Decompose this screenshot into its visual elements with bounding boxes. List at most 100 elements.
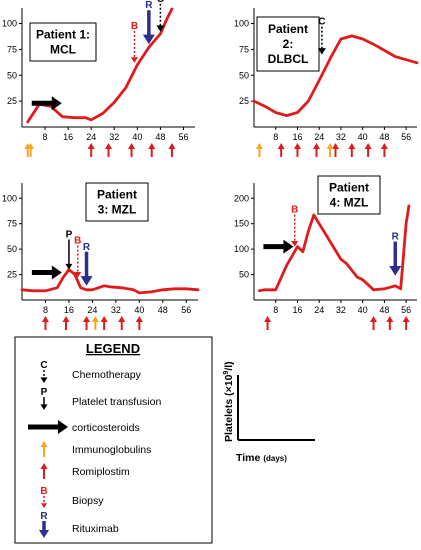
rituximab-label: R [145,0,153,11]
x-tick-label: 48 [155,132,165,142]
biopsy-arrow-head [291,240,299,247]
y-tick-label: 100 [2,193,17,203]
legend-item-rituximab: R Rituximab [39,511,119,538]
rituximab-arrow-head [389,265,402,276]
rituximab-arrow-head [80,276,93,286]
chemotherapy-label: C [318,17,325,28]
x-tick-label: 24 [314,132,324,142]
romiplostim-arrow-head [168,143,176,149]
x-tick-label: 48 [158,305,168,315]
x-tick-label: 56 [401,132,411,142]
rituximab-arrow-head [142,34,155,45]
patient-title-line: Patient [97,188,137,202]
y-tick-label: 75 [239,44,249,54]
platelet-transfusion-arrow-head [65,263,73,270]
legend-title: LEGEND [86,341,140,356]
legend-box [14,336,213,544]
romiplostim-arrow-head [87,143,95,149]
romiplostim-arrow-head [83,316,91,322]
legend-item-platelet: P Platelet transfusion [40,387,161,410]
x-tick-label: 32 [111,305,121,315]
x-tick-label: 40 [358,305,368,315]
y-tick-label: 50 [7,244,17,254]
legend-item-label: Rituximab [72,523,119,535]
x-tick-label: 16 [292,305,302,315]
corticosteroids-arrow-head [51,96,62,111]
x-tick-label: 48 [379,132,389,142]
x-tick-label: 32 [336,132,346,142]
x-tick-label: 8 [273,132,278,142]
patient-title-line: 2: [283,37,294,51]
x-tick-label: 32 [109,132,119,142]
biopsy-label: B [74,236,81,247]
y-tick-label: 25 [239,96,249,106]
romiplostim-arrow-head [118,316,126,322]
legend-item-corticosteroids: corticosteroids [28,420,140,434]
y-tick-label: 100 [234,19,249,29]
immunoglobulin-arrow-head [27,143,35,149]
romiplostim-arrow-head [128,143,136,149]
x-tick-label: 48 [379,305,389,315]
x-tick-label: 40 [358,132,368,142]
legend-romiplostim-arrow-head [40,463,48,469]
legend-item-label: Romiplostim [72,466,130,478]
corticosteroids-arrow-head [51,265,62,280]
x-tick-label: 40 [132,132,142,142]
rituximab-label: R [83,242,91,253]
romiplostim-arrow-head [364,143,372,149]
patient-title-line: Patient 1: [36,28,90,42]
legend-immunoglobulin-arrow-head [40,441,48,447]
legend-item-label: corticosteroids [72,422,140,434]
patient-title-line: 4: MZL [330,196,369,210]
y-tick-label: 100 [234,244,249,254]
x-tick-label: 32 [336,305,346,315]
axis-key-xlabel: Time (days) [236,452,287,464]
legend-item-label: Chemotherapy [72,369,142,381]
romiplostim-arrow-head [105,143,112,149]
x-tick-label: 16 [64,305,74,315]
romiplostim-arrow-head [380,143,388,149]
y-tick-label: 200 [234,193,249,203]
chemotherapy-arrow-head [317,48,326,55]
legend: LEGEND C Chemotherapy P Platelet transfusio… [14,336,213,544]
patient-1-chart: 25 50 75 100 8 16 24 32 40 48 56 Patient 1:MCL BRC [2,0,195,157]
legend-item-label: Platelet transfusion [72,396,161,408]
patient-title-line: MCL [50,43,76,57]
patient-title-line: Patient [329,181,369,195]
y-tick-label: 25 [7,270,17,280]
biopsy-label: B [131,21,138,32]
legend-platelet-letter: P [41,387,48,398]
y-tick-label: 100 [2,19,17,29]
x-tick-label: 8 [43,132,48,142]
immunoglobulin-arrow-head [326,143,334,149]
x-tick-label: 56 [178,132,188,142]
romiplostim-arrow-head [312,143,320,149]
legend-platelet-arrow-head [40,404,48,410]
x-tick-label: 24 [87,305,97,315]
y-tick-label: 50 [239,270,249,280]
immunoglobulin-arrow-head [91,316,99,322]
legend-item-chemotherapy: C Chemotherapy [40,360,142,383]
y-tick-label: 25 [7,96,17,106]
patient-title-line: 3: MZL [98,203,137,217]
rituximab-label: R [392,232,400,243]
legend-item-label: Biopsy [72,495,104,507]
patient-title-line: Patient [268,22,308,36]
romiplostim-arrow-head [264,316,272,322]
x-tick-label: 56 [181,305,191,315]
legend-biopsy-letter: B [40,486,47,497]
x-tick-label: 24 [314,305,324,315]
romiplostim-arrow-head [293,143,301,149]
romiplostim-arrow-head [41,316,49,322]
romiplostim-arrow-head [402,316,410,322]
patient-title-line: DLBCL [268,52,309,66]
legend-biopsy-arrow-head [41,503,47,508]
romiplostim-arrow-head [277,143,285,149]
x-tick-label: 24 [86,132,96,142]
legend-rituximab-arrow-head [39,530,49,538]
romiplostim-arrow-head [370,316,378,322]
